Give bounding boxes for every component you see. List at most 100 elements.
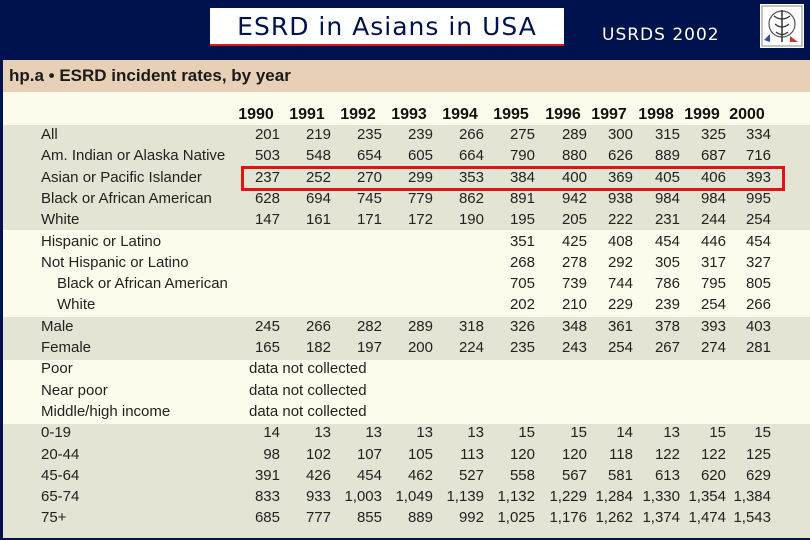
table-cell: 120: [561, 445, 587, 463]
row-label: White: [57, 296, 96, 314]
table-cell: 880: [561, 147, 587, 165]
row-label: Asian or Pacific Islander: [41, 168, 202, 186]
table-cell: 334: [745, 126, 771, 143]
table-cell: 254: [607, 339, 633, 356]
table-cell: 628: [254, 189, 280, 207]
table-cell: 299: [407, 168, 433, 186]
table-cell: 165: [254, 339, 280, 356]
table-cell: 237: [254, 168, 280, 186]
table-cell: 14: [616, 424, 633, 442]
table-cell: 558: [509, 466, 535, 484]
table-cell: 626: [607, 147, 633, 165]
table-row: All 201 219 235 239 266 275 289 300 315 325 334: [3, 125, 810, 146]
table-cell: 300: [607, 126, 633, 143]
data-not-collected-note: data not collected: [249, 360, 367, 378]
table-cell: 266: [458, 126, 484, 143]
table-cell: 289: [561, 126, 587, 143]
year-header: 1999: [684, 106, 720, 123]
row-label: 20-44: [41, 445, 80, 463]
table-row: 0-19 14 13 13 13 13 15 15 14 13 15 15: [3, 423, 810, 444]
table-cell: 613: [654, 466, 680, 484]
table-cell: 1,229: [549, 488, 587, 506]
table-row: Female 165 182 197 200 224 235 243 254 267 274 281: [3, 338, 810, 359]
table-cell: 197: [356, 339, 382, 356]
table-cell: 777: [305, 509, 331, 527]
table-cell: 118: [609, 445, 633, 463]
table-cell: 995: [745, 189, 771, 207]
table-cell: 219: [305, 126, 331, 143]
table-cell: 292: [607, 253, 633, 271]
table-cell: 278: [561, 253, 587, 271]
table-cell: 891: [509, 189, 535, 207]
caduceus-emblem-icon: [760, 4, 804, 48]
table-cell: 1,284: [595, 488, 633, 506]
table-cell: 325: [700, 126, 726, 143]
slide-title-box: ESRD in Asians in USA: [210, 8, 564, 44]
table-cell: 369: [607, 168, 633, 186]
row-label: 45-64: [41, 466, 80, 484]
table-cell: 403: [745, 317, 771, 335]
table-cell: 786: [654, 275, 680, 293]
table-cell: 446: [700, 232, 726, 250]
table-cell: 581: [607, 466, 633, 484]
table-cell: 862: [458, 189, 484, 207]
table-cell: 1,132: [497, 488, 535, 506]
table-row: Black or African American 628 694 745 779 862…: [3, 189, 810, 210]
row-label: Female: [41, 339, 92, 356]
table-row: Male 245 266 282 289 318 326 348 361 378 393 403: [3, 317, 810, 338]
table-cell: 113: [460, 445, 484, 463]
table-header-bar: hp.a • ESRD incident rates, by year: [3, 60, 810, 92]
table-cell: 795: [700, 275, 726, 293]
table-cell: 393: [700, 317, 726, 335]
table-cell: 406: [700, 168, 726, 186]
table-cell: 805: [745, 275, 771, 293]
table-cell: 1,330: [642, 488, 680, 506]
table-cell: 305: [654, 253, 680, 271]
table-cell: 282: [356, 317, 382, 335]
table-cell: 224: [458, 339, 484, 356]
table-cell: 1,543: [733, 509, 771, 527]
table-row: 75+ 685 777 855 889 992 1,025 1,176 1,262 1,374 1,…: [3, 508, 810, 529]
row-label: 75+: [41, 509, 67, 527]
slide-title: ESRD in Asians in USA: [237, 12, 537, 41]
table-cell: 289: [407, 317, 433, 335]
table-cell: 172: [407, 211, 433, 229]
table-cell: 353: [458, 168, 484, 186]
highlight-box-asian-pacific-islander: [241, 166, 785, 191]
table-cell: 1,176: [549, 509, 587, 527]
table-cell: 13: [314, 424, 331, 442]
table-cell: 182: [305, 339, 331, 356]
table-cell: 120: [509, 445, 535, 463]
table-cell: 266: [745, 296, 771, 314]
table-cell: 716: [745, 147, 771, 165]
slide-banner: ESRD in Asians in USA USRDS 2002: [0, 0, 810, 60]
table-cell: 326: [509, 317, 535, 335]
row-label: Middle/high income: [41, 402, 171, 420]
table-cell: 833: [254, 488, 280, 506]
table-cell: 548: [305, 147, 331, 165]
table-cell: 200: [407, 339, 433, 356]
table-cell: 315: [654, 126, 680, 143]
table-cell: 426: [305, 466, 331, 484]
table-cell: 1,262: [595, 509, 633, 527]
table-cell: 654: [356, 147, 382, 165]
source-label: USRDS 2002: [602, 25, 720, 45]
table-cell: 933: [305, 488, 331, 506]
table-cell: 274: [700, 339, 726, 356]
table-cell: 942: [561, 189, 587, 207]
table-cell: 391: [254, 466, 280, 484]
table-cell: 348: [561, 317, 587, 335]
row-label: Near poor: [41, 381, 108, 399]
row-label: 65-74: [41, 488, 80, 506]
table-cell: 239: [654, 296, 680, 314]
table-cell: 1,474: [688, 509, 726, 527]
table-cell: 13: [663, 424, 680, 442]
row-label: Black or African American: [41, 189, 212, 207]
table-row: Middle/high income data not collected: [3, 402, 810, 423]
table-cell: 664: [458, 147, 484, 165]
year-header: 1990: [238, 106, 274, 123]
table-cell: 122: [700, 445, 726, 463]
row-label: Am. Indian or Alaska Native: [41, 147, 226, 165]
table-cell: 107: [356, 445, 382, 463]
year-header: 1996: [545, 106, 581, 123]
